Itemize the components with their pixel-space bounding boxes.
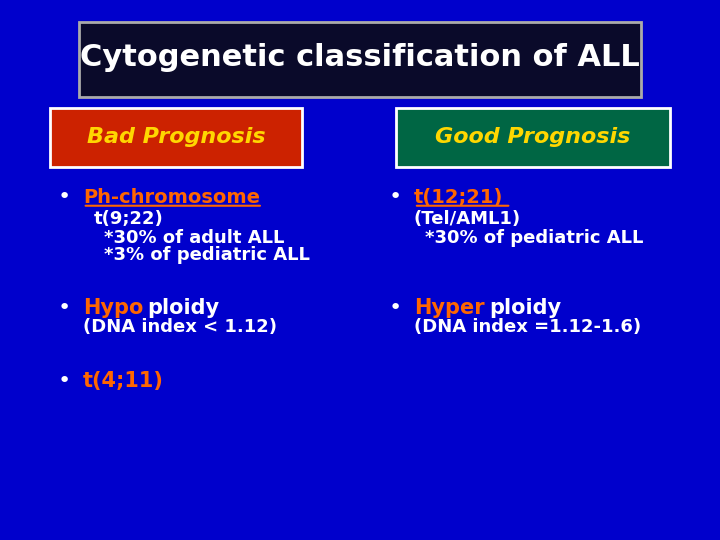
Text: Ph-chromosome: Ph-chromosome xyxy=(83,187,260,207)
Text: t(9;22): t(9;22) xyxy=(94,210,163,228)
FancyBboxPatch shape xyxy=(396,108,670,167)
Text: *30% of pediatric ALL: *30% of pediatric ALL xyxy=(425,228,643,247)
Text: ploidy: ploidy xyxy=(490,298,562,318)
Text: ploidy: ploidy xyxy=(148,298,220,318)
Text: •: • xyxy=(389,187,402,207)
Text: •: • xyxy=(58,298,71,318)
Text: •: • xyxy=(389,298,402,318)
Text: Bad Prognosis: Bad Prognosis xyxy=(87,127,266,147)
Text: Hyper: Hyper xyxy=(414,298,485,318)
Text: Cytogenetic classification of ALL: Cytogenetic classification of ALL xyxy=(80,43,640,72)
Text: t(4;11): t(4;11) xyxy=(83,370,163,391)
Text: Good Prognosis: Good Prognosis xyxy=(435,127,631,147)
FancyBboxPatch shape xyxy=(50,108,302,167)
Text: (DNA index < 1.12): (DNA index < 1.12) xyxy=(83,318,276,336)
Text: •: • xyxy=(58,187,71,207)
Text: t(12;21): t(12;21) xyxy=(414,187,503,207)
Text: *30% of adult ALL: *30% of adult ALL xyxy=(104,228,285,247)
Text: (Tel/AML1): (Tel/AML1) xyxy=(414,210,521,228)
Text: *3% of pediatric ALL: *3% of pediatric ALL xyxy=(104,246,310,264)
FancyBboxPatch shape xyxy=(79,22,641,97)
Text: (DNA index =1.12-1.6): (DNA index =1.12-1.6) xyxy=(414,318,641,336)
Text: Hypo: Hypo xyxy=(83,298,143,318)
Text: •: • xyxy=(58,370,71,391)
